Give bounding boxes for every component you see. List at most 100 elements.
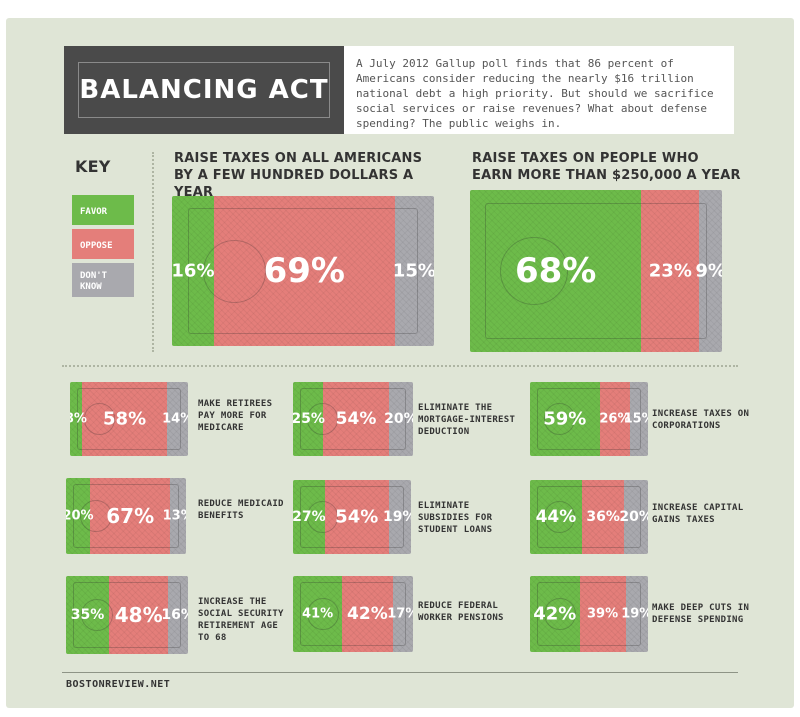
chart-8-label-oppose: 36%: [586, 509, 620, 525]
intro-box: A July 2012 Gallup poll finds that 86 pe…: [344, 46, 734, 134]
chart-2-bar-favor: [470, 190, 642, 352]
chart-6-label-oppose: 67%: [106, 504, 155, 528]
footer-url: BOSTONREVIEW.NET: [66, 679, 171, 690]
chart-2-label-dont-know: 9%: [695, 260, 722, 282]
chart-11-bar-favor: [530, 576, 581, 652]
chart-1-label-oppose: 69%: [263, 251, 345, 291]
chart-11-bar-dont-know: [625, 576, 648, 652]
chart-10-bar-dont-know: [392, 576, 413, 652]
chart-10-label-favor: 41%: [302, 606, 334, 622]
chart-11-title: MAKE DEEP CUTS IN DEFENSE SPENDING: [652, 603, 750, 625]
chart-10-bar-oppose: [342, 576, 394, 652]
chart-1-bar-dont-know: [394, 196, 434, 346]
chart-1-label-favor: 16%: [172, 260, 215, 282]
chart-6-title: REDUCE MEDICAID BENEFITS: [198, 499, 284, 521]
chart-2-bill: 68% 23%9%: [470, 190, 722, 352]
key-favor-swatch: FAVOR: [72, 195, 134, 225]
chart-4-bill: 25% 54% 20%: [293, 382, 413, 456]
key-divider: [152, 152, 154, 352]
chart-5-bill: 59% 26%15%: [530, 382, 648, 456]
chart-3-bar-dont-know: [167, 382, 188, 456]
chart-4-label-dont-know: 20%: [384, 411, 413, 427]
chart-9-bar-oppose: [109, 576, 169, 654]
chart-6-bar-oppose: [90, 478, 171, 554]
chart-3-title: MAKE RETIREES PAY MORE FOR MEDICARE: [198, 399, 273, 433]
chart-8-label-dont-know: 20%: [619, 509, 648, 525]
chart-5-bar-dont-know: [630, 382, 648, 456]
chart-8-title: INCREASE CAPITAL GAINS TAXES: [652, 503, 744, 525]
title-banner: BALANCING ACT: [64, 46, 344, 134]
chart-6-bar-dont-know: [170, 478, 186, 554]
chart-11-bar-oppose: [579, 576, 627, 652]
chart-10-title: REDUCE FEDERAL WORKER PENSIONS: [418, 601, 504, 623]
key-favor-label: FAVOR: [80, 206, 108, 217]
chart-11-label-oppose: 39%: [587, 606, 619, 622]
chart-3-label-favor: 8%: [70, 411, 87, 427]
chart-5-label-favor: 59%: [543, 408, 587, 430]
chart-3-label-oppose: 58%: [103, 408, 147, 430]
chart-6-bill: 20% 67% 13%: [66, 478, 186, 554]
chart-5-label-oppose: 26%: [599, 411, 631, 427]
footer-divider: [62, 672, 738, 673]
chart-10-bar-favor: [293, 576, 343, 652]
chart-7-bar-favor: [293, 480, 326, 554]
key-oppose-label: OPPOSE: [80, 240, 113, 251]
chart-4-bar-favor: [293, 382, 324, 456]
chart-2-title: RAISE TAXES ON PEOPLE WHO EARN MORE THAN…: [472, 151, 741, 183]
intro-text: A July 2012 Gallup poll finds that 86 pe…: [356, 57, 714, 130]
chart-9-bar-favor: [66, 576, 110, 654]
chart-9-label-dont-know: 16%: [161, 607, 188, 623]
section-divider: [62, 365, 738, 367]
chart-1-bar-favor: [172, 196, 215, 346]
chart-11-label-dont-know: 19%: [621, 606, 648, 622]
key-dont-know-label: DON'T KNOW: [80, 271, 108, 292]
key-dont-know-swatch: DON'T KNOW: [72, 263, 134, 297]
chart-6-label-dont-know: 13%: [162, 508, 186, 524]
chart-7-bar-dont-know: [388, 480, 411, 554]
chart-8-bar-oppose: [581, 480, 625, 554]
chart-2-bar-oppose: [641, 190, 700, 352]
chart-4-title: ELIMINATE THE MORTGAGE-INTEREST DEDUCTIO…: [418, 403, 516, 437]
chart-11-label-favor: 42%: [533, 603, 577, 625]
chart-4-bar-dont-know: [388, 382, 413, 456]
key-title: KEY: [75, 157, 111, 176]
chart-2-bar-dont-know: [699, 190, 722, 352]
chart-5-bar-oppose: [599, 382, 631, 456]
chart-8-label-favor: 44%: [535, 507, 577, 527]
chart-9-bill: 35% 48%16%: [66, 576, 188, 654]
chart-2-label-oppose: 23%: [648, 260, 692, 282]
chart-4-bar-oppose: [323, 382, 390, 456]
chart-1-bill: 16% 69% 15%: [172, 196, 434, 346]
chart-1-title: RAISE TAXES ON ALL AMERICANS BY A FEW HU…: [174, 151, 423, 200]
chart-7-label-favor: 27%: [293, 509, 326, 525]
chart-1-bar-oppose: [213, 196, 396, 346]
chart-7-bill: 27% 54%19%: [293, 480, 411, 554]
chart-7-label-oppose: 54%: [335, 506, 379, 528]
page-title: BALANCING ACT: [79, 75, 329, 105]
chart-5-bar-favor: [530, 382, 601, 456]
chart-9-bar-dont-know: [168, 576, 188, 654]
chart-7-bar-oppose: [324, 480, 390, 554]
chart-6-bar-favor: [66, 478, 91, 554]
chart-3-bar-favor: [70, 382, 83, 456]
chart-7-label-dont-know: 19%: [383, 509, 411, 525]
title-frame: BALANCING ACT: [78, 62, 330, 118]
chart-11-bill: 42% 39%19%: [530, 576, 648, 652]
chart-9-label-oppose: 48%: [114, 603, 163, 627]
chart-9-title: INCREASE THE SOCIAL SECURITY RETIREMENT …: [198, 597, 284, 643]
chart-4-label-favor: 25%: [293, 411, 325, 427]
chart-9-label-favor: 35%: [70, 607, 105, 623]
chart-7-title: ELIMINATE SUBSIDIES FOR STUDENT LOANS: [418, 501, 493, 535]
chart-2-label-favor: 68%: [514, 251, 597, 291]
chart-5-title: INCREASE TAXES ON CORPORATIONS: [652, 409, 750, 431]
chart-8-bar-favor: [530, 480, 583, 554]
chart-5-label-dont-know: 15%: [623, 411, 648, 427]
chart-6-label-favor: 20%: [66, 508, 94, 524]
chart-3-bill: 8% 58% 14%: [70, 382, 188, 456]
chart-4-label-oppose: 54%: [335, 409, 377, 429]
key-oppose-swatch: OPPOSE: [72, 229, 134, 259]
chart-3-bar-oppose: [81, 382, 168, 456]
chart-1-label-dont-know: 15%: [392, 260, 434, 282]
chart-10-label-dont-know: 17%: [387, 606, 413, 622]
chart-8-bar-dont-know: [624, 480, 648, 554]
